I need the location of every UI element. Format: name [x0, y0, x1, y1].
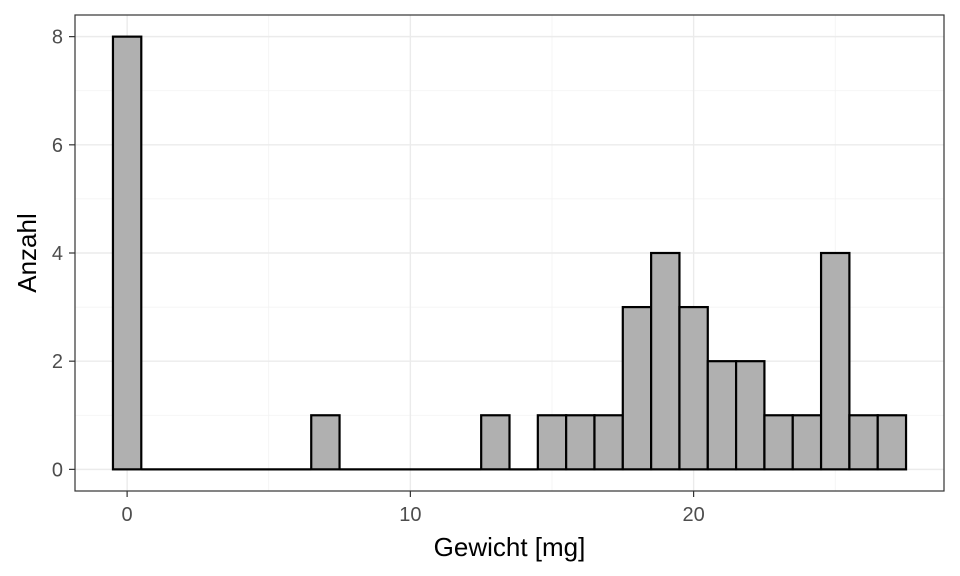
histogram-bar	[819, 251, 851, 471]
histogram-bar	[565, 414, 596, 471]
axis-ticks	[69, 36, 695, 497]
y-axis-title: Anzahl	[12, 213, 42, 293]
y-tick-label: 2	[52, 351, 63, 373]
histogram-bar	[678, 305, 709, 471]
histogram-bar	[876, 414, 908, 471]
histogram-bar	[763, 414, 794, 471]
y-tick-label: 4	[52, 243, 63, 265]
x-tick-label: 10	[399, 504, 421, 526]
histogram-bar	[111, 35, 143, 471]
axis-tick-labels: 0 10 20 0 2 4 6 8	[52, 27, 705, 526]
histogram-bar	[310, 414, 341, 471]
histogram-bar	[848, 414, 879, 471]
y-tick-label: 0	[52, 459, 63, 481]
histogram-bar	[593, 414, 624, 471]
x-axis-title: Gewicht [mg]	[434, 532, 586, 562]
histogram-bars	[111, 35, 908, 471]
x-tick-label: 20	[682, 504, 704, 526]
histogram-bar	[650, 251, 681, 471]
y-tick-label: 6	[52, 135, 63, 157]
histogram-bar	[621, 305, 653, 471]
y-tick-label: 8	[52, 27, 63, 49]
histogram-bar	[536, 414, 568, 471]
x-tick-label: 0	[122, 504, 133, 526]
histogram-bar	[791, 414, 823, 471]
histogram-bar	[706, 360, 738, 471]
histogram-bar	[734, 360, 766, 471]
histogram-bar	[480, 414, 511, 471]
